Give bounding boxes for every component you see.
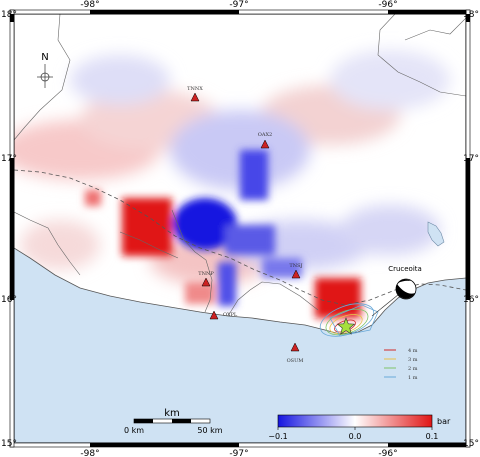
focal-mechanism[interactable]: Cruceoita: [371, 265, 422, 317]
negative-anomaly: [173, 198, 237, 250]
station-label: OAX2: [258, 132, 272, 138]
legend-label: 1 m: [408, 375, 418, 381]
left-tick-label: 18°: [1, 10, 17, 20]
station-tnsj[interactable]: TNSJ: [289, 263, 303, 279]
colorbar-tick-label: −0.1: [268, 432, 287, 441]
star-icon[interactable]: [336, 317, 356, 335]
north-arrow-icon: N: [37, 52, 53, 88]
left-tick-label: 16°: [1, 295, 17, 305]
left-tick-label: 17°: [1, 154, 17, 164]
stations: TNNX OAX2 TNNP TNSJ OXPL OSUM: [187, 86, 303, 364]
state-border: [227, 281, 319, 317]
station-tnnp[interactable]: TNNP: [198, 271, 214, 287]
scale-left-label: 0 km: [124, 426, 144, 435]
top-tick-label: -96°: [378, 0, 397, 10]
station-label: TNSJ: [289, 263, 302, 269]
stress-field-anomalies: [85, 150, 361, 318]
station-triangle-icon: [190, 92, 200, 102]
station-label: OSUM: [287, 358, 304, 364]
station-label: OXPL: [223, 312, 238, 318]
station-triangle-icon: [290, 342, 300, 352]
state-border: [377, 14, 466, 97]
station-triangle-icon: [201, 277, 211, 287]
station-oax2[interactable]: OAX2: [258, 132, 272, 149]
tsunami-legend: 4 m 3 m 2 m 1 m: [384, 348, 418, 381]
north-label: N: [41, 52, 48, 63]
station-triangle-icon: [260, 139, 270, 149]
scale-bar: km 0 km 50 km: [124, 408, 223, 435]
state-border: [119, 231, 179, 259]
bottom-tick-label: -96°: [378, 449, 397, 457]
top-tick-label: -97°: [229, 0, 248, 10]
legend-label: 2 m: [408, 366, 418, 372]
lagoon: [427, 221, 445, 247]
legend-label: 4 m: [408, 348, 418, 354]
right-tick-label: 16°: [463, 295, 479, 305]
colorbar-gradient: [277, 414, 433, 428]
state-border: [14, 211, 81, 276]
colorbar-tick-label: 0.0: [349, 432, 362, 441]
colorbar-unit: bar: [437, 417, 451, 426]
map-body: TNNX OAX2 TNNP TNSJ OXPL OSUM: [14, 14, 466, 443]
focal-mechanism-label: Cruceoita: [388, 265, 422, 273]
scale-title: km: [164, 408, 180, 419]
map-frame: [9, 9, 471, 448]
positive-anomaly: [122, 198, 172, 256]
top-tick-label: -98°: [80, 0, 99, 10]
station-label: TNNX: [187, 86, 203, 92]
right-tick-label: 15°: [463, 439, 479, 449]
state-border: [14, 14, 71, 141]
colorbar-tick-label: 0.1: [426, 432, 439, 441]
right-tick-label: 18°: [463, 10, 479, 20]
state-border: [171, 209, 213, 313]
bottom-tick-label: -98°: [80, 449, 99, 457]
legend-label: 3 m: [408, 357, 418, 363]
station-oxpl[interactable]: OXPL: [209, 310, 238, 320]
trench-line: [14, 169, 466, 306]
station-triangle-icon: [209, 310, 219, 320]
right-tick-label: 17°: [463, 154, 479, 164]
station-label: TNNP: [198, 271, 214, 277]
ocean: [14, 248, 466, 443]
bottom-tick-label: -97°: [229, 449, 248, 457]
state-border: [404, 17, 466, 41]
station-tnnx[interactable]: TNNX: [187, 86, 203, 102]
colorbar: −0.1 0.0 0.1 bar: [268, 414, 451, 441]
left-tick-label: 15°: [1, 439, 17, 449]
station-osum[interactable]: OSUM: [287, 342, 304, 364]
positive-anomaly-south: [315, 278, 361, 318]
scale-right-label: 50 km: [197, 426, 222, 435]
station-triangle-icon: [291, 269, 301, 279]
